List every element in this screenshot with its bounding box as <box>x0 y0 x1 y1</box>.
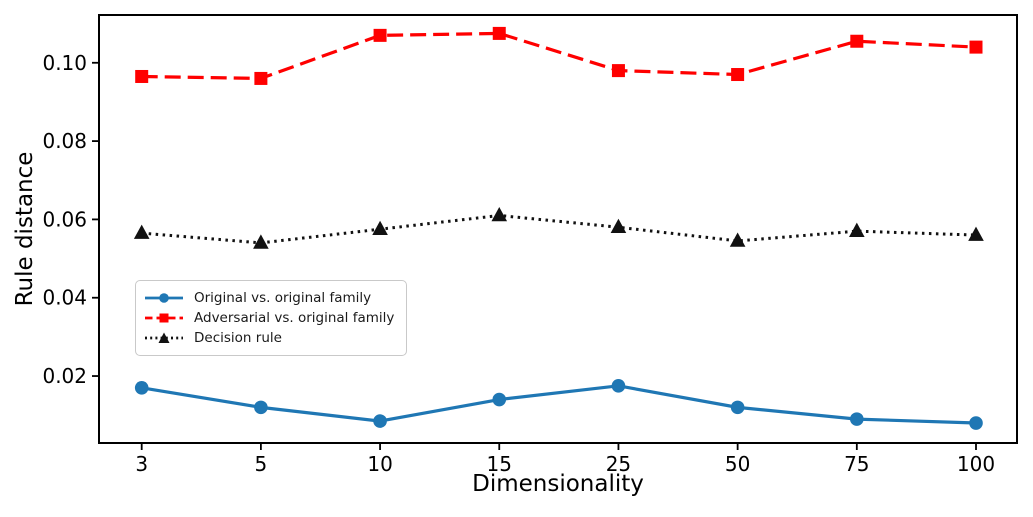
series-line <box>141 213 977 245</box>
series-square <box>135 26 983 85</box>
data-point-marker <box>373 28 387 42</box>
data-point-marker <box>254 400 268 415</box>
data-point-marker <box>849 222 865 237</box>
series-circle <box>134 379 983 430</box>
x-tick-label: 15 <box>487 452 512 476</box>
plot-border <box>98 14 1018 444</box>
y-tick-label: 0.10 <box>42 51 87 75</box>
data-point-marker <box>968 226 984 241</box>
data-point-marker <box>729 232 746 247</box>
data-point-marker <box>373 414 387 428</box>
y-tick-label: 0.02 <box>42 364 87 388</box>
legend-line-circle-icon <box>145 293 183 303</box>
legend-item: Adversarial vs. original family <box>144 308 394 328</box>
legend-label: Original vs. original family <box>194 290 372 306</box>
y-tick-label: 0.06 <box>42 207 87 231</box>
y-tick-label: 0.08 <box>42 129 87 153</box>
series-line <box>141 31 977 81</box>
x-axis-label: Dimensionality <box>472 471 644 497</box>
data-point-marker <box>492 26 506 40</box>
legend-line-triangle-icon <box>145 332 183 343</box>
x-tick-label: 100 <box>957 452 995 476</box>
y-tick-label: 0.04 <box>42 286 87 310</box>
data-point-marker <box>135 69 149 83</box>
series-triangle <box>133 206 984 249</box>
x-tick-label: 75 <box>844 452 869 476</box>
legend-label: Adversarial vs. original family <box>194 310 395 326</box>
data-point-marker <box>611 64 625 78</box>
data-point-marker <box>850 412 864 426</box>
data-point-marker <box>253 234 269 249</box>
legend-item: Decision rule <box>144 328 394 348</box>
x-tick-label: 10 <box>367 452 392 476</box>
data-point-marker <box>254 71 268 85</box>
legend-label: Decision rule <box>194 330 282 346</box>
x-tick-label: 3 <box>135 452 148 476</box>
y-axis-label: Rule distance <box>12 151 38 307</box>
legend-item: Original vs. original family <box>144 288 394 308</box>
legend-line-square-icon <box>145 313 183 323</box>
data-point-marker <box>969 40 983 54</box>
data-point-marker <box>492 392 507 407</box>
x-tick-label: 25 <box>606 452 631 476</box>
data-point-marker <box>731 68 745 82</box>
data-point-marker <box>133 224 150 239</box>
data-point-marker <box>372 220 388 235</box>
data-point-marker <box>491 206 508 222</box>
x-tick-label: 50 <box>725 452 750 476</box>
legend: Original vs. original family Adversarial… <box>135 280 408 356</box>
data-point-marker <box>730 400 745 415</box>
data-point-marker <box>611 379 626 393</box>
data-point-marker <box>969 416 983 430</box>
data-point-marker <box>850 34 864 48</box>
series-line <box>141 384 977 425</box>
x-tick-label: 5 <box>255 452 268 476</box>
data-point-marker <box>134 380 149 395</box>
data-point-marker <box>610 218 627 234</box>
